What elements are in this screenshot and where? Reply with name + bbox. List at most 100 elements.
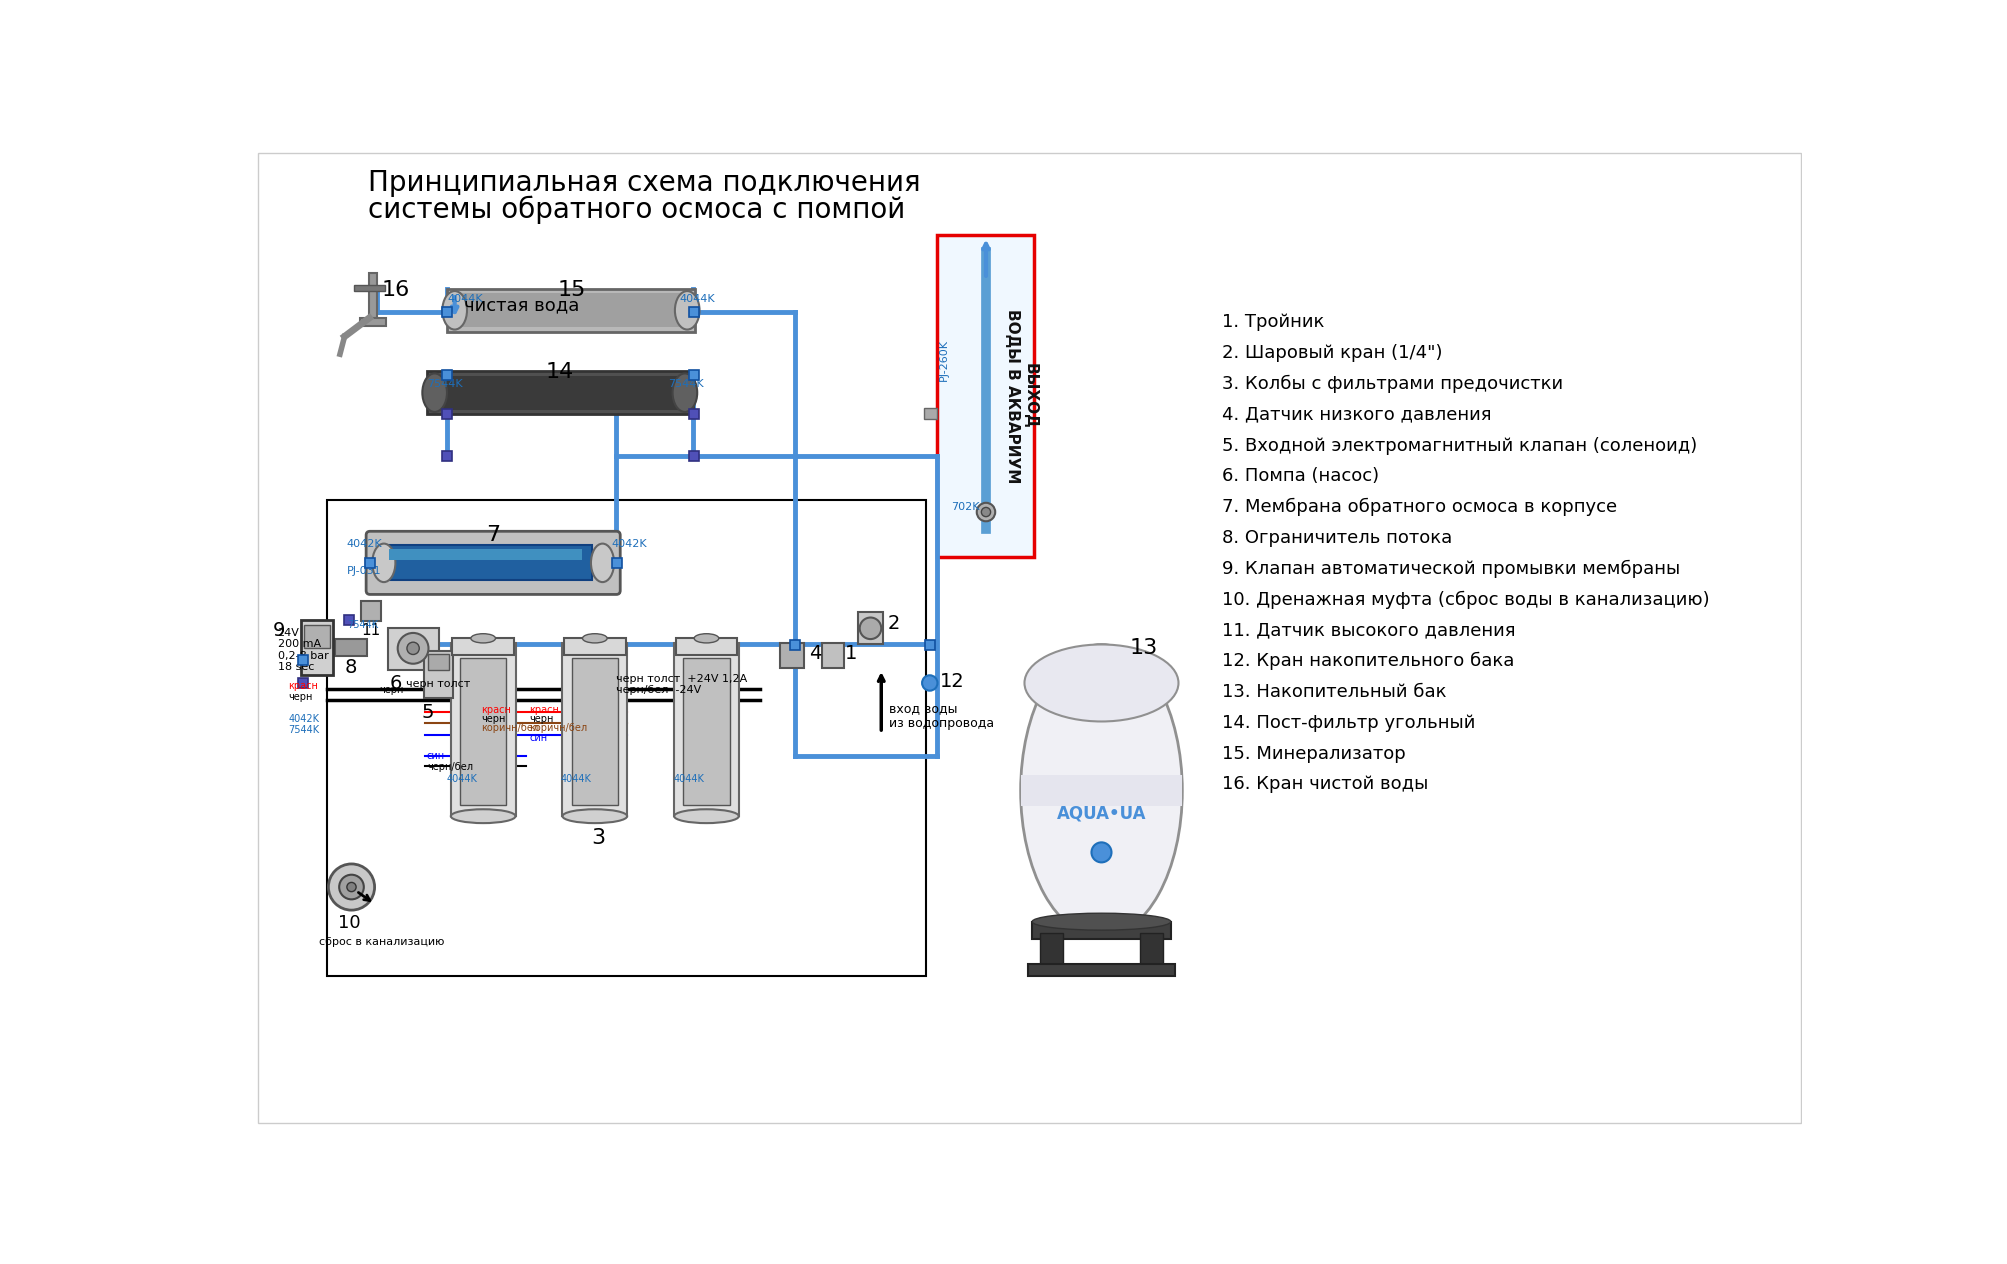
- Text: 5: 5: [421, 703, 434, 722]
- Text: 2: 2: [887, 614, 899, 633]
- Text: черн: черн: [480, 714, 506, 724]
- Text: 9: 9: [273, 622, 285, 641]
- Text: Принципиальная схема подключения: Принципиальная схема подключения: [367, 168, 919, 197]
- Ellipse shape: [470, 633, 496, 643]
- Circle shape: [859, 618, 881, 640]
- Bar: [335, 640, 367, 656]
- Bar: [925, 640, 935, 650]
- Text: 4044K: 4044K: [448, 774, 478, 784]
- Text: 4044K: 4044K: [672, 774, 704, 784]
- Bar: [365, 559, 375, 569]
- Text: 11: 11: [361, 623, 379, 638]
- Bar: [1140, 933, 1162, 968]
- Bar: [682, 659, 729, 805]
- Text: 3. Колбы с фильтрами предочистки: 3. Колбы с фильтрами предочистки: [1222, 375, 1563, 393]
- Ellipse shape: [694, 633, 719, 643]
- Text: 14: 14: [546, 362, 574, 382]
- Text: черн толст: черн толст: [405, 679, 470, 689]
- Ellipse shape: [674, 809, 739, 823]
- Bar: [427, 655, 450, 670]
- Text: 10: 10: [339, 914, 361, 932]
- Bar: [791, 640, 801, 650]
- Text: 11. Датчик высокого давления: 11. Датчик высокого давления: [1222, 622, 1515, 640]
- Text: черн/бел: черн/бел: [427, 761, 474, 771]
- Bar: [297, 655, 307, 665]
- Ellipse shape: [674, 291, 698, 330]
- Bar: [353, 284, 385, 291]
- Ellipse shape: [1032, 913, 1170, 930]
- Bar: [674, 638, 737, 655]
- Circle shape: [981, 507, 989, 517]
- Text: 12. Кран накопительного бака: 12. Кран накопительного бака: [1222, 652, 1513, 670]
- Bar: [674, 643, 739, 817]
- Bar: [442, 408, 452, 418]
- Text: черн/бел  -24V: черн/бел -24V: [616, 685, 700, 694]
- Text: 7544K: 7544K: [668, 379, 702, 389]
- Text: 7544K: 7544K: [427, 379, 462, 389]
- Text: сброс в канализацию: сброс в канализацию: [319, 937, 444, 947]
- Circle shape: [397, 633, 427, 664]
- Text: 6. Помпа (насос): 6. Помпа (насос): [1222, 468, 1379, 485]
- Ellipse shape: [590, 544, 614, 583]
- Bar: [359, 319, 385, 326]
- Bar: [460, 659, 506, 805]
- Text: 13. Накопительный бак: 13. Накопительный бак: [1222, 683, 1447, 702]
- Ellipse shape: [1020, 645, 1182, 937]
- Text: 9. Клапан автоматической промывки мембраны: 9. Клапан автоматической промывки мембра…: [1222, 560, 1680, 578]
- Bar: [442, 451, 452, 461]
- Text: черн толст  +24V 1,2A: черн толст +24V 1,2A: [616, 674, 747, 684]
- Bar: [387, 627, 438, 670]
- Bar: [452, 638, 514, 655]
- Bar: [688, 307, 698, 317]
- Bar: [442, 370, 452, 380]
- Text: син: син: [530, 733, 548, 743]
- Bar: [688, 451, 698, 461]
- Text: коричн/бел: коричн/бел: [480, 723, 538, 733]
- Text: черн: черн: [379, 685, 403, 695]
- Text: 4044K: 4044K: [560, 774, 590, 784]
- Text: 8. Ограничитель потока: 8. Ограничитель потока: [1222, 528, 1451, 547]
- Text: 12: 12: [939, 672, 963, 691]
- Text: син: син: [427, 751, 446, 761]
- Bar: [1028, 964, 1174, 976]
- Text: красн: красн: [530, 704, 560, 714]
- Text: 15: 15: [558, 281, 586, 301]
- Bar: [434, 375, 686, 410]
- Bar: [688, 408, 698, 418]
- Circle shape: [921, 675, 937, 690]
- Ellipse shape: [421, 373, 448, 412]
- Text: красн: красн: [480, 704, 510, 714]
- Bar: [297, 679, 307, 689]
- Bar: [779, 643, 805, 667]
- Text: 7: 7: [486, 525, 500, 545]
- Text: PJ-260K: PJ-260K: [939, 339, 949, 382]
- Text: 1. Тройник: 1. Тройник: [1222, 313, 1325, 331]
- Bar: [572, 659, 618, 805]
- FancyBboxPatch shape: [365, 531, 620, 594]
- Text: 4042K: 4042K: [289, 714, 319, 724]
- Bar: [427, 372, 692, 415]
- Bar: [385, 545, 592, 580]
- Bar: [369, 273, 377, 324]
- Circle shape: [1092, 842, 1112, 862]
- Text: вход воды
из водопровода: вход воды из водопровода: [889, 703, 993, 731]
- Bar: [301, 619, 333, 675]
- Bar: [442, 307, 452, 317]
- Text: 4044K: 4044K: [678, 295, 714, 305]
- Text: 7544K: 7544K: [347, 619, 377, 629]
- Bar: [423, 651, 454, 699]
- Bar: [1020, 775, 1182, 806]
- Text: 5. Входной электромагнитный клапан (соленоид): 5. Входной электромагнитный клапан (соле…: [1222, 436, 1696, 455]
- Text: 10. Дренажная муфта (сброс воды в канализацию): 10. Дренажная муфта (сброс воды в канали…: [1222, 590, 1710, 609]
- Text: 14. Пост-фильтр угольный: 14. Пост-фильтр угольный: [1222, 714, 1475, 732]
- Text: 7544K: 7544K: [289, 726, 319, 736]
- Bar: [937, 235, 1034, 556]
- Text: красн: красн: [289, 681, 317, 691]
- Text: 4: 4: [809, 645, 821, 664]
- Text: 4. Датчик низкого давления: 4. Датчик низкого давления: [1222, 406, 1491, 423]
- Text: черн: черн: [289, 693, 313, 703]
- Bar: [688, 370, 698, 380]
- Bar: [343, 616, 353, 626]
- Ellipse shape: [442, 291, 468, 330]
- Circle shape: [975, 503, 995, 521]
